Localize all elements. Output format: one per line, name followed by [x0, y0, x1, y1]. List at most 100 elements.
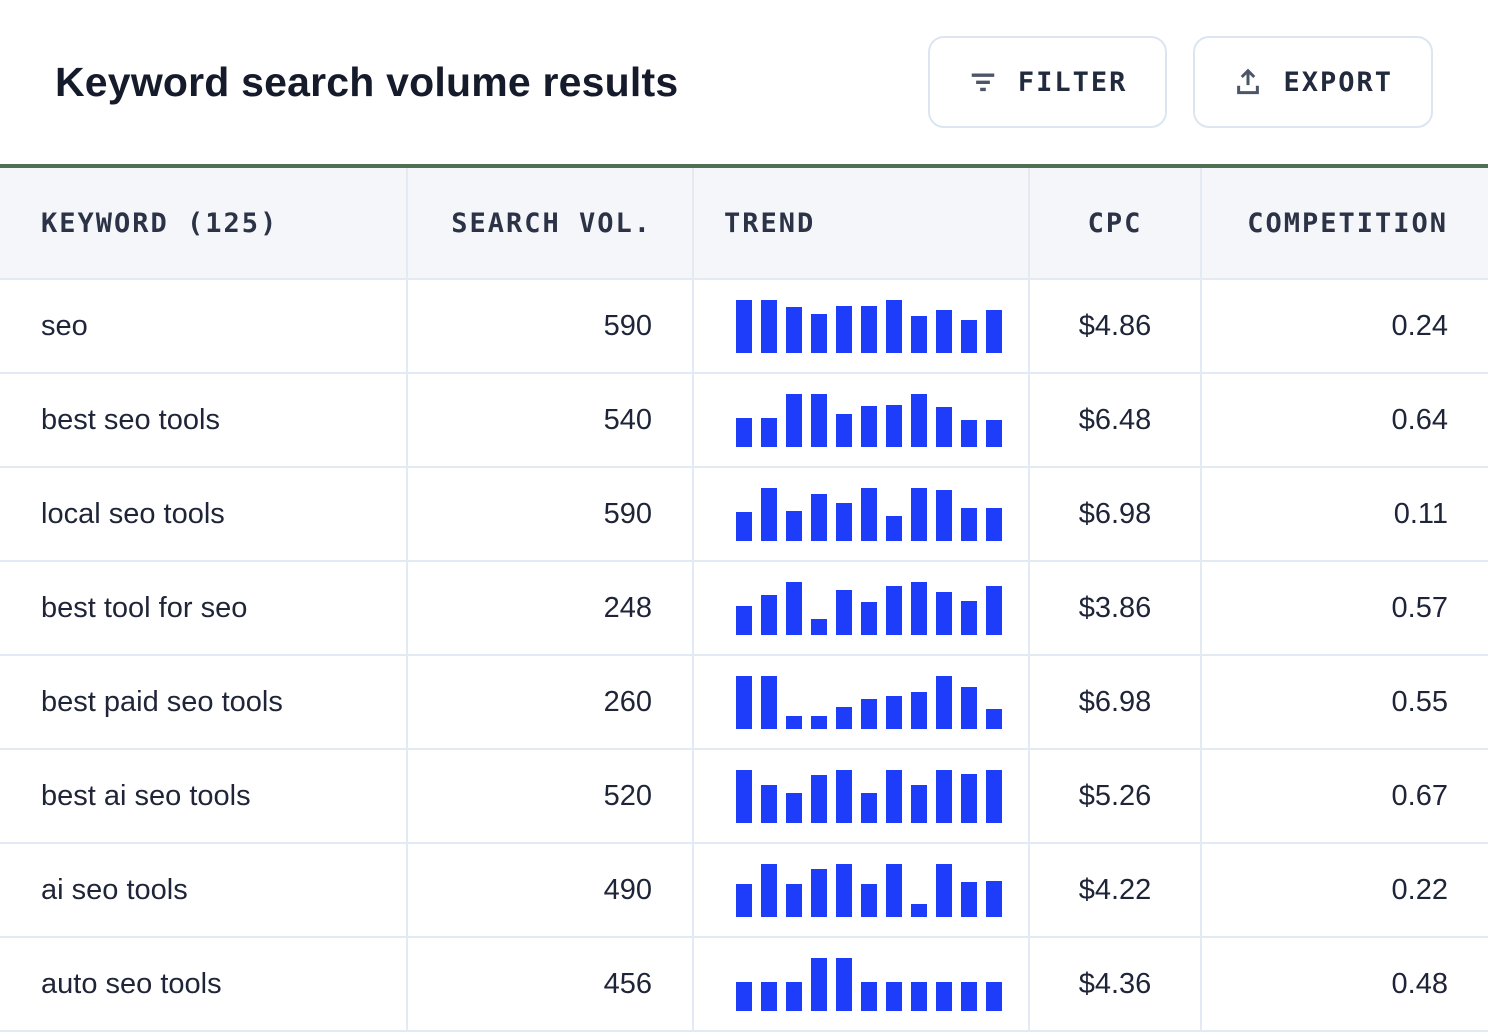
topbar: Keyword search volume results FILTER: [0, 0, 1488, 164]
trend-bar: [886, 300, 902, 353]
keyword-table: KEYWORD (125) SEARCH VOL. TREND CPC COMP…: [0, 164, 1488, 1032]
trend-bar: [961, 882, 977, 917]
trend-bar: [761, 299, 777, 353]
competition-cell: 0.67: [1200, 750, 1488, 842]
trend-bar: [836, 589, 852, 635]
trend-bar: [911, 903, 927, 917]
trend-bar: [961, 507, 977, 541]
table-row: best tool for seo 248 $3.86 0.57: [0, 560, 1488, 654]
trend-bar: [736, 675, 752, 729]
trend-bar: [961, 982, 977, 1011]
trend-bar: [986, 507, 1002, 541]
trend-bar: [836, 957, 852, 1011]
competition-cell: 0.55: [1200, 656, 1488, 748]
trend-bar: [911, 691, 927, 729]
trend-bar: [736, 883, 752, 917]
trend-cell: [692, 280, 1028, 372]
column-header-keyword: KEYWORD (125): [41, 207, 279, 239]
trend-bar: [786, 793, 802, 823]
trend-bar: [811, 493, 827, 541]
search-volume-cell: 590: [406, 468, 692, 560]
table-row: seo 590 $4.86 0.24: [0, 278, 1488, 372]
keyword-cell: ai seo tools: [41, 873, 188, 906]
filter-button[interactable]: FILTER: [927, 36, 1168, 128]
competition-cell: 0.64: [1200, 374, 1488, 466]
competition-cell: 0.22: [1200, 844, 1488, 936]
search-volume-cell: 490: [406, 844, 692, 936]
trend-bar: [861, 982, 877, 1011]
trend-bar: [986, 585, 1002, 635]
trend-bar: [936, 490, 952, 541]
trend-bar: [836, 863, 852, 917]
table-row: best paid seo tools 260 $6.98 0.55: [0, 654, 1488, 748]
trend-bar: [886, 515, 902, 541]
trend-chart: [736, 581, 1002, 635]
trend-bar: [736, 769, 752, 823]
trend-bar: [836, 707, 852, 729]
trend-bar: [986, 708, 1002, 729]
cpc-cell: $4.22: [1028, 844, 1200, 936]
trend-bar: [836, 413, 852, 447]
trend-bar: [886, 863, 902, 917]
toolbar-actions: FILTER EXPORT: [927, 36, 1433, 128]
trend-cell: [692, 656, 1028, 748]
trend-cell: [692, 844, 1028, 936]
table-row: best ai seo tools 520 $5.26 0.67: [0, 748, 1488, 842]
keyword-cell: best tool for seo: [41, 591, 248, 624]
trend-bar: [811, 715, 827, 729]
trend-bar: [811, 869, 827, 917]
trend-bar: [811, 774, 827, 823]
keyword-cell: best paid seo tools: [41, 685, 283, 718]
competition-cell: 0.57: [1200, 562, 1488, 654]
trend-bar: [736, 982, 752, 1011]
trend-bar: [786, 307, 802, 353]
trend-bar: [936, 592, 952, 635]
competition-cell: 0.48: [1200, 938, 1488, 1030]
trend-bar: [986, 420, 1002, 447]
trend-bar: [886, 695, 902, 729]
trend-bar: [861, 602, 877, 635]
cpc-cell: $6.98: [1028, 468, 1200, 560]
trend-bar: [736, 300, 752, 353]
trend-bar: [911, 393, 927, 447]
trend-bar: [786, 393, 802, 447]
table-row: best seo tools 540 $6.48 0.64: [0, 372, 1488, 466]
keyword-cell: best seo tools: [41, 403, 220, 436]
trend-bar: [986, 309, 1002, 353]
column-header-cpc: CPC: [1028, 168, 1200, 278]
page-title: Keyword search volume results: [55, 58, 679, 105]
trend-cell: [692, 562, 1028, 654]
trend-bar: [961, 773, 977, 823]
table-header-row: KEYWORD (125) SEARCH VOL. TREND CPC COMP…: [0, 168, 1488, 278]
trend-bar: [761, 487, 777, 541]
search-volume-cell: 456: [406, 938, 692, 1030]
competition-cell: 0.11: [1200, 468, 1488, 560]
trend-bar: [811, 393, 827, 447]
trend-bar: [786, 982, 802, 1011]
search-volume-cell: 540: [406, 374, 692, 466]
trend-bar: [886, 405, 902, 447]
trend-bar: [836, 305, 852, 353]
trend-bar: [936, 769, 952, 823]
trend-bar: [861, 406, 877, 447]
trend-bar: [761, 417, 777, 447]
search-volume-cell: 248: [406, 562, 692, 654]
keyword-cell: best ai seo tools: [41, 779, 251, 812]
trend-bar: [861, 305, 877, 353]
export-icon: [1233, 67, 1263, 97]
export-button[interactable]: EXPORT: [1193, 36, 1433, 128]
trend-chart: [736, 299, 1002, 353]
column-header-competition: COMPETITION: [1200, 168, 1488, 278]
trend-cell: [692, 938, 1028, 1030]
trend-bar: [986, 769, 1002, 823]
keyword-cell: local seo tools: [41, 497, 225, 530]
column-header-search-volume: SEARCH VOL.: [406, 168, 692, 278]
trend-bar: [936, 863, 952, 917]
table-row: auto seo tools 456 $4.36 0.48: [0, 936, 1488, 1030]
trend-chart: [736, 487, 1002, 541]
trend-bar: [836, 503, 852, 541]
trend-chart: [736, 393, 1002, 447]
trend-chart: [736, 675, 1002, 729]
trend-bar: [786, 715, 802, 729]
trend-bar: [936, 407, 952, 447]
